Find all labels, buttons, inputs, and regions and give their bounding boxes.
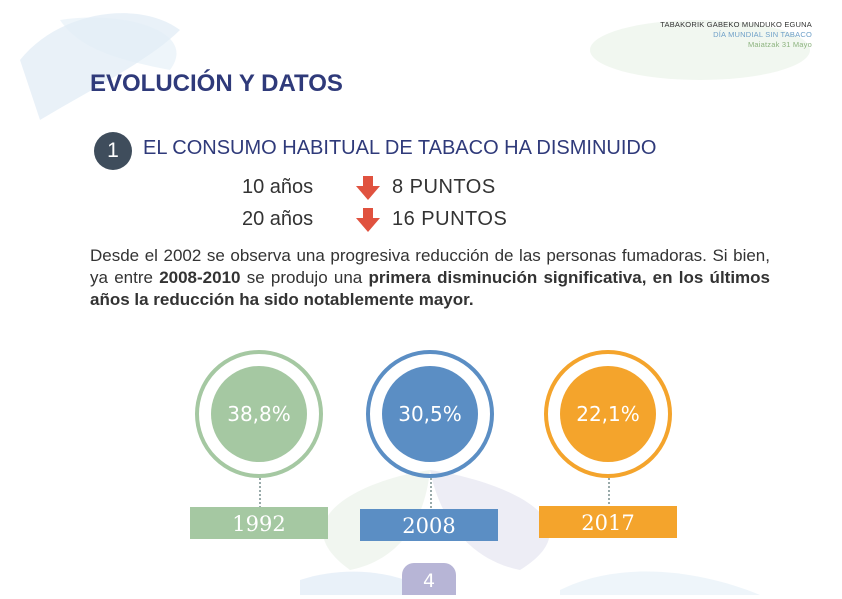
para-text-1: Desde el 2002 se observa una progresiva …	[90, 246, 770, 287]
ring-2008	[366, 350, 494, 478]
year-label-2017: 2017	[539, 506, 677, 538]
para-bold-years: 2008-2010	[159, 268, 241, 287]
item-number-badge: 1	[94, 132, 132, 170]
connector-1992	[259, 478, 261, 508]
points-decrease-10: 8 PUNTOS	[392, 176, 496, 198]
para-text-2: se produjo una	[240, 268, 369, 287]
year-label-1992: 1992	[190, 507, 328, 539]
period-20-years: 20 años	[242, 208, 314, 230]
ring-2017	[544, 350, 672, 478]
page-number: 4	[402, 563, 456, 595]
points-decrease-20: 16 PUNTOS	[392, 208, 508, 230]
description-paragraph: Desde el 2002 se observa una progresiva …	[90, 245, 770, 311]
down-arrow-icon	[356, 176, 380, 200]
header-campaign-eu: TABAKORIK GABEKO MUNDUKO EGUNA	[660, 20, 812, 29]
ring-1992	[195, 350, 323, 478]
stat-value-1992: 38,8%	[211, 366, 307, 462]
year-label-2008: 2008	[360, 509, 498, 541]
connector-2017	[608, 478, 610, 508]
headline: EL CONSUMO HABITUAL DE TABACO HA DISMINU…	[143, 137, 657, 159]
connector-2008	[430, 478, 432, 508]
para-bold-conclusion: primera disminución significativa, en lo…	[90, 268, 771, 309]
stat-value-2017: 22,1%	[560, 366, 656, 462]
header-campaign-es: DÍA MUNDIAL SIN TABACO	[713, 30, 812, 39]
period-10-years: 10 años	[242, 176, 314, 198]
stat-value-2008: 30,5%	[382, 366, 478, 462]
section-title: EVOLUCIÓN Y DATOS	[90, 70, 343, 97]
header-date: Maiatzak 31 Mayo	[747, 40, 812, 49]
down-arrow-icon	[356, 208, 380, 232]
